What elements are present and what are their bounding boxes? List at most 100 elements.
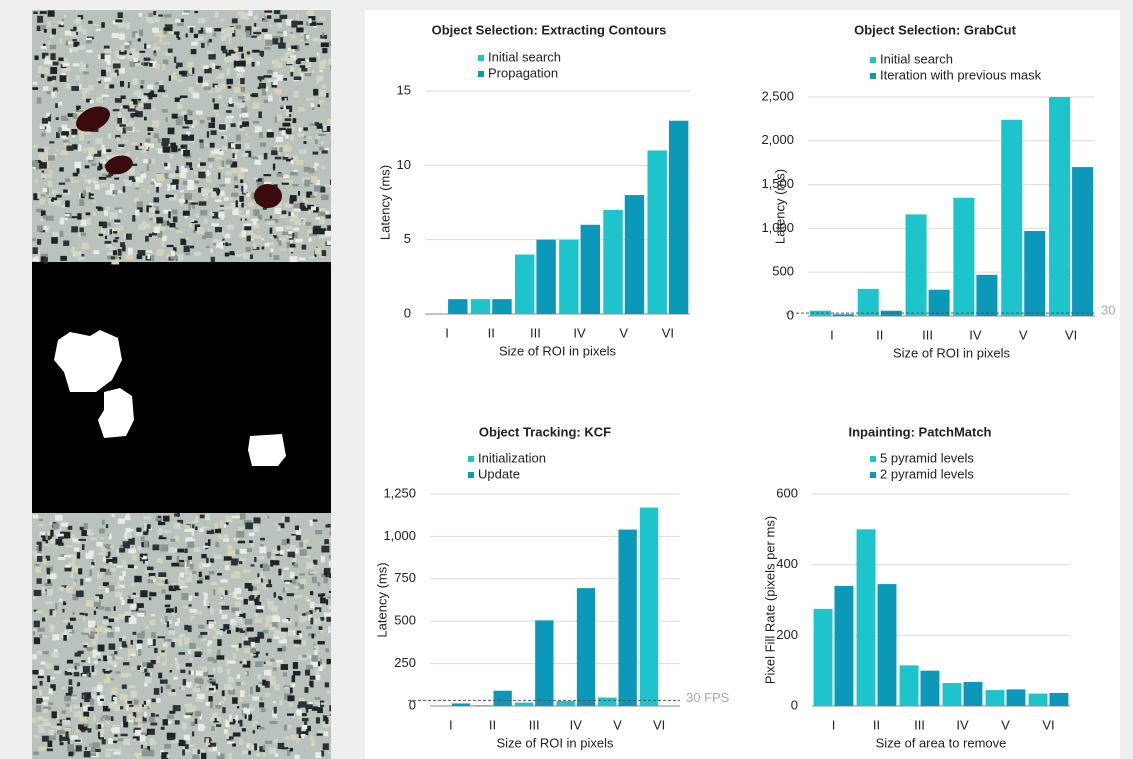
grain [242,559,246,562]
bar [986,690,1005,706]
grain [326,617,334,622]
grain [291,46,297,50]
grain [286,539,289,544]
grain [117,565,123,567]
grain [301,640,305,646]
grain [305,201,308,204]
grain [65,545,72,547]
grain [68,623,70,626]
grain [126,706,128,711]
grain [144,43,146,48]
bar [1049,97,1070,316]
grain [192,68,194,74]
grain [263,745,265,750]
grain [45,174,52,178]
grain [88,620,95,627]
grain [163,94,168,97]
grain [173,677,178,680]
grain [241,623,244,627]
grain [194,172,198,174]
grain [37,239,41,245]
grain [114,734,118,736]
grain [78,542,81,544]
grain [210,702,213,708]
grain [222,690,225,696]
grain [207,631,210,636]
grain [154,648,157,653]
grain [126,234,132,240]
grain [159,37,162,44]
grain [150,90,154,96]
grain [329,705,336,711]
grain [132,555,137,560]
grain [55,539,62,545]
grain [195,711,202,717]
grain [213,33,216,37]
grain [207,170,209,177]
grain [260,564,262,568]
grain [96,97,103,103]
grain [56,150,59,152]
grain [192,755,199,759]
grain [294,563,299,567]
grain [47,77,52,82]
grain [43,44,45,47]
grain [62,710,66,713]
grain [236,682,241,686]
grain [86,40,92,44]
grain [247,627,254,631]
grain [206,27,212,32]
grain [59,598,62,601]
grain [49,688,53,694]
grain [236,612,239,617]
grain [108,133,111,139]
grain [209,688,214,691]
grain [37,226,43,232]
grain [290,572,295,578]
grain [109,619,115,623]
grain [34,735,38,738]
grain [63,240,69,245]
grain [312,70,314,73]
grain [261,708,266,712]
grain [198,724,204,731]
bar [953,198,974,316]
grain [162,42,169,44]
grain [57,723,62,725]
grain [196,684,200,687]
grain [45,58,49,61]
y-axis-label: Pixel Fill Rate (pixels per ms) [762,516,777,684]
grain [285,687,289,689]
grain [178,80,183,82]
grain [253,103,260,110]
grain [82,88,89,94]
grain [227,27,235,33]
grain [259,83,266,89]
grain [154,43,157,48]
grain [327,690,334,693]
grain [306,35,309,39]
grain [148,13,152,17]
x-tick-label: II [489,717,496,732]
grain [218,212,225,217]
grain [242,218,245,221]
grain [318,730,323,733]
grain [282,123,290,127]
grain [162,138,170,144]
grain [282,646,286,651]
grain [228,544,233,549]
grain [236,627,239,632]
grain [38,149,44,152]
grain [211,151,219,155]
grain [219,84,226,89]
grain [277,173,283,177]
grain [264,34,272,39]
grain [265,243,270,247]
grain [102,739,106,744]
grain [301,77,304,82]
grain [47,91,50,94]
grain [314,192,317,196]
grain [197,580,202,583]
grain [115,671,121,673]
grain [228,660,236,663]
